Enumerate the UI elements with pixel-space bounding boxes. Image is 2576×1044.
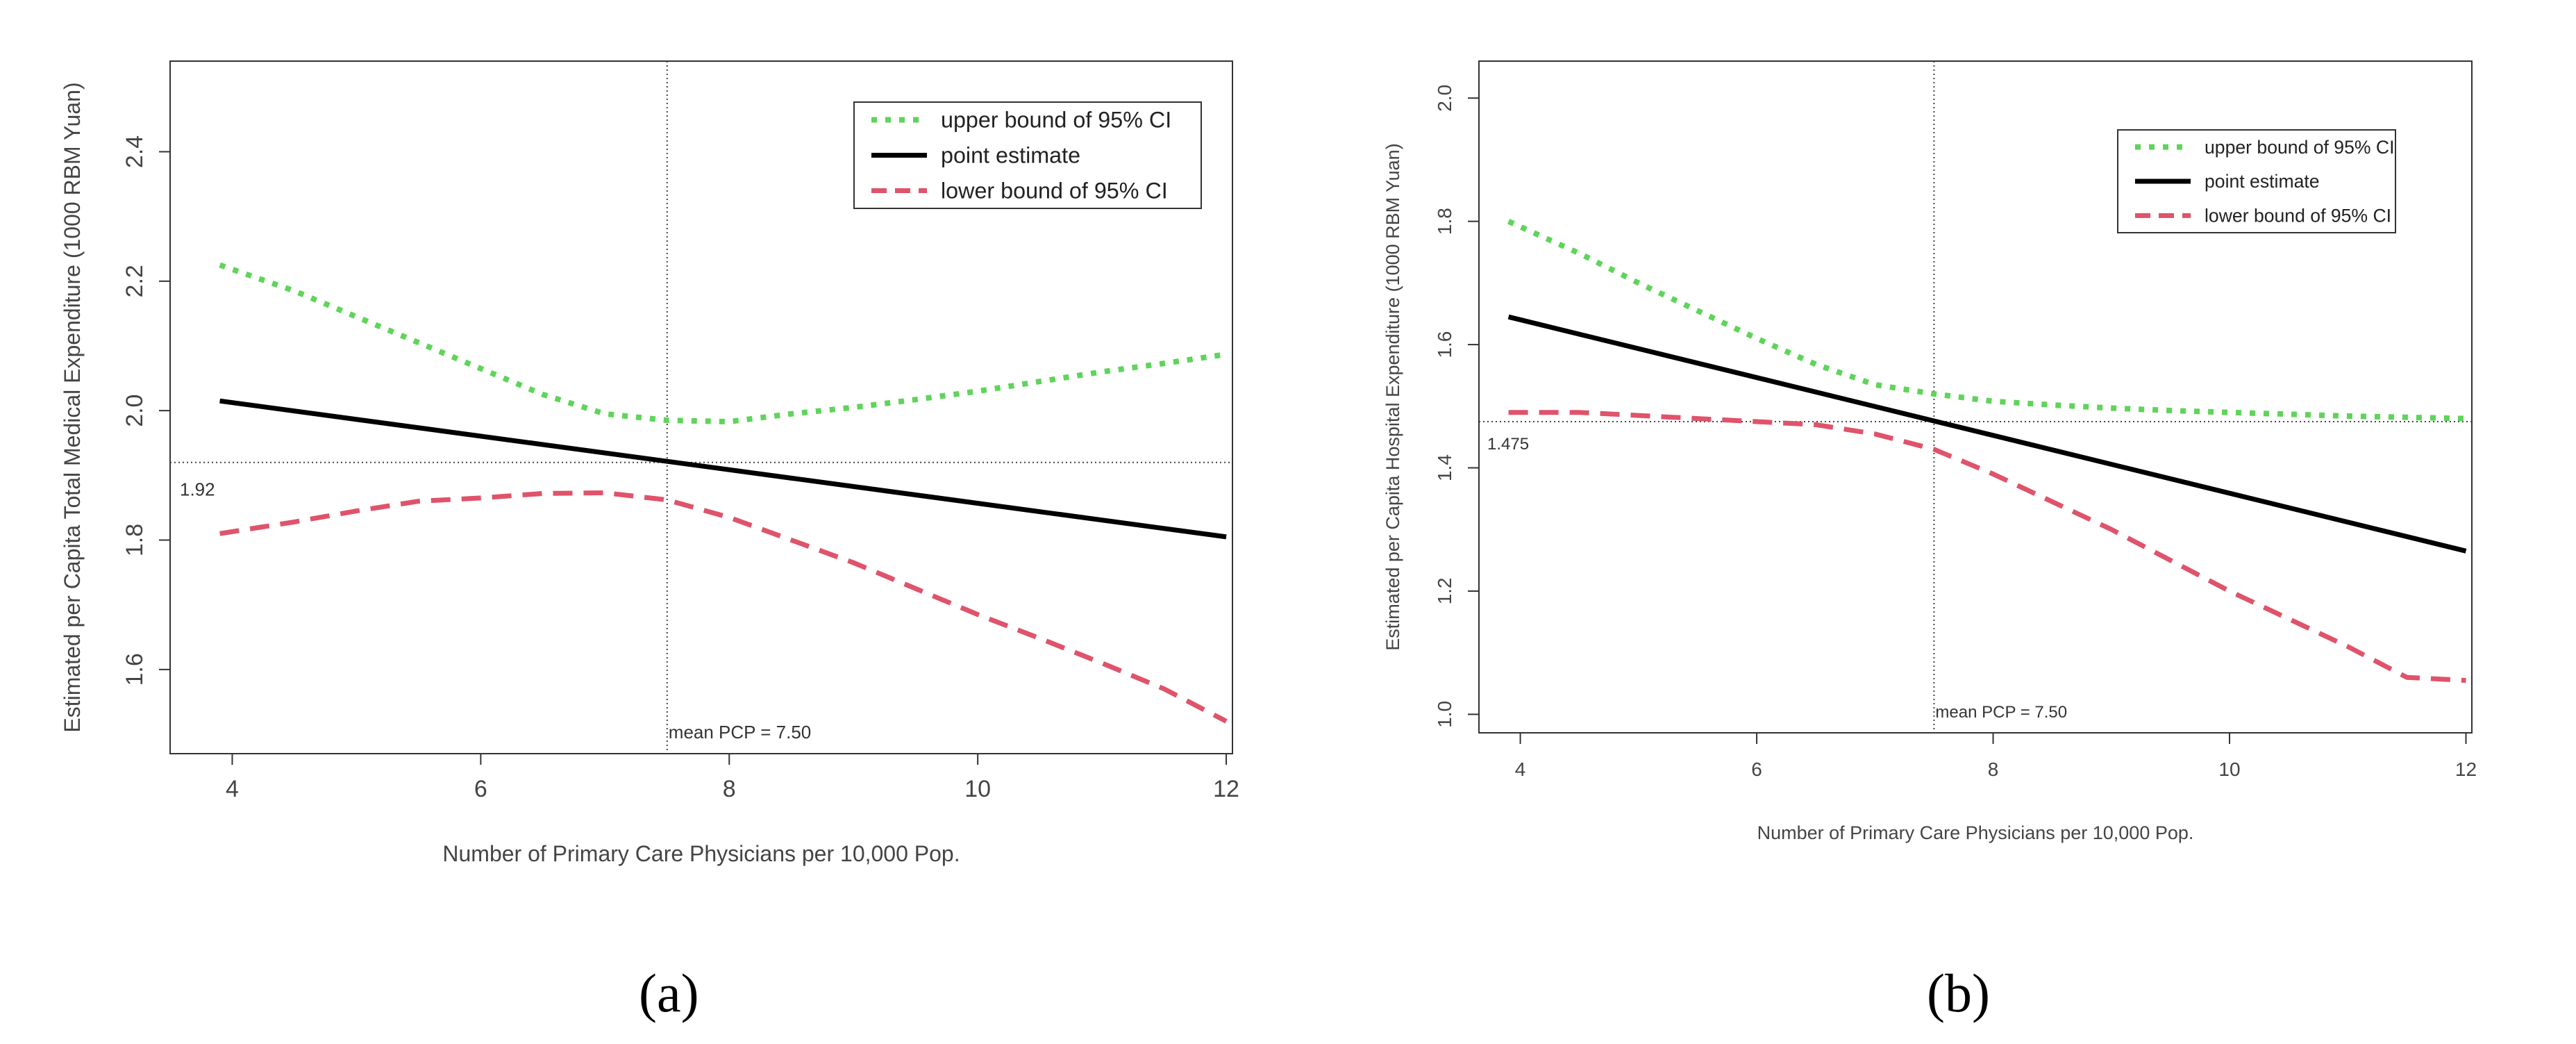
legend-entry: point estimate xyxy=(941,143,1080,168)
y-axis-label: Estimated per Capita Hospital Expenditur… xyxy=(1382,143,1403,650)
x-tick-label: 12 xyxy=(2455,759,2477,780)
y-tick-label: 1.8 xyxy=(1434,208,1455,235)
y-tick-label: 1.6 xyxy=(122,653,148,686)
y-tick-label: 2.2 xyxy=(122,265,148,297)
plot-frame xyxy=(169,60,1233,754)
y-tick-label: 1.6 xyxy=(1434,331,1455,358)
legend-entry: upper bound of 95% CI xyxy=(941,108,1171,133)
y-tick-label: 1.2 xyxy=(1434,577,1455,604)
y-tick-label: 1.8 xyxy=(122,524,148,556)
chart-panel-a: 4 6 8 10 12 1.6 1.8 2.0 2.2 2.4 Number of Primary … xyxy=(60,60,1239,866)
y-tick-label: 2.0 xyxy=(1434,85,1455,112)
x-tick-label: 10 xyxy=(964,776,991,802)
panel-label-a: (a) xyxy=(639,963,699,1023)
x-tick-label: 12 xyxy=(1213,776,1239,802)
chart-panel-b: 4 6 8 10 12 1.0 1.2 1.4 1.6 1.8 2.0 Number of Prima… xyxy=(1382,60,2477,843)
legend: upper bound of 95% CI point estimate lower… xyxy=(2117,129,2396,233)
x-tick-label: 8 xyxy=(723,776,736,802)
x-axis-label: Number of Primary Care Physicians per 10… xyxy=(1757,822,2194,843)
x-tick-label: 6 xyxy=(474,776,487,802)
mean-pcp-label: mean PCP = 7.50 xyxy=(669,722,812,743)
lower-ci-line xyxy=(219,490,1228,724)
legend-entry: lower bound of 95% CI xyxy=(2205,206,2391,226)
mean-expenditure-label: 1.475 xyxy=(1487,435,1529,454)
x-tick-label: 4 xyxy=(226,776,239,802)
mean-expenditure-label: 1.92 xyxy=(180,479,215,500)
x-tick-label: 6 xyxy=(1751,759,1762,780)
x-axis-label: Number of Primary Care Physicians per 10… xyxy=(442,841,960,866)
legend: upper bound of 95% CI point estimate lower… xyxy=(853,101,1202,209)
legend-entry: lower bound of 95% CI xyxy=(941,179,1168,204)
point-estimate-line xyxy=(219,398,1227,540)
mean-pcp-label: mean PCP = 7.50 xyxy=(1935,703,2067,722)
point-estimate-line xyxy=(1507,314,2467,554)
y-axis-label: Estimated per Capita Total Medical Expen… xyxy=(60,82,85,732)
y-tick-label: 2.0 xyxy=(122,395,148,427)
legend-entry: point estimate xyxy=(2205,171,2320,192)
upper-ci-line xyxy=(219,262,1227,424)
x-tick-label: 8 xyxy=(1988,759,1999,780)
legend-entry: upper bound of 95% CI xyxy=(2205,137,2395,158)
panel-label-b: (b) xyxy=(1927,963,1990,1023)
x-tick-label: 4 xyxy=(1515,759,1526,780)
y-tick-label: 1.0 xyxy=(1434,701,1455,728)
y-tick-label: 2.4 xyxy=(122,135,148,168)
x-tick-label: 10 xyxy=(2218,759,2240,780)
lower-ci-line xyxy=(1508,410,2466,683)
plot-frame xyxy=(1478,60,2473,734)
y-tick-label: 1.4 xyxy=(1434,454,1455,481)
upper-ci-line xyxy=(1507,219,2466,422)
